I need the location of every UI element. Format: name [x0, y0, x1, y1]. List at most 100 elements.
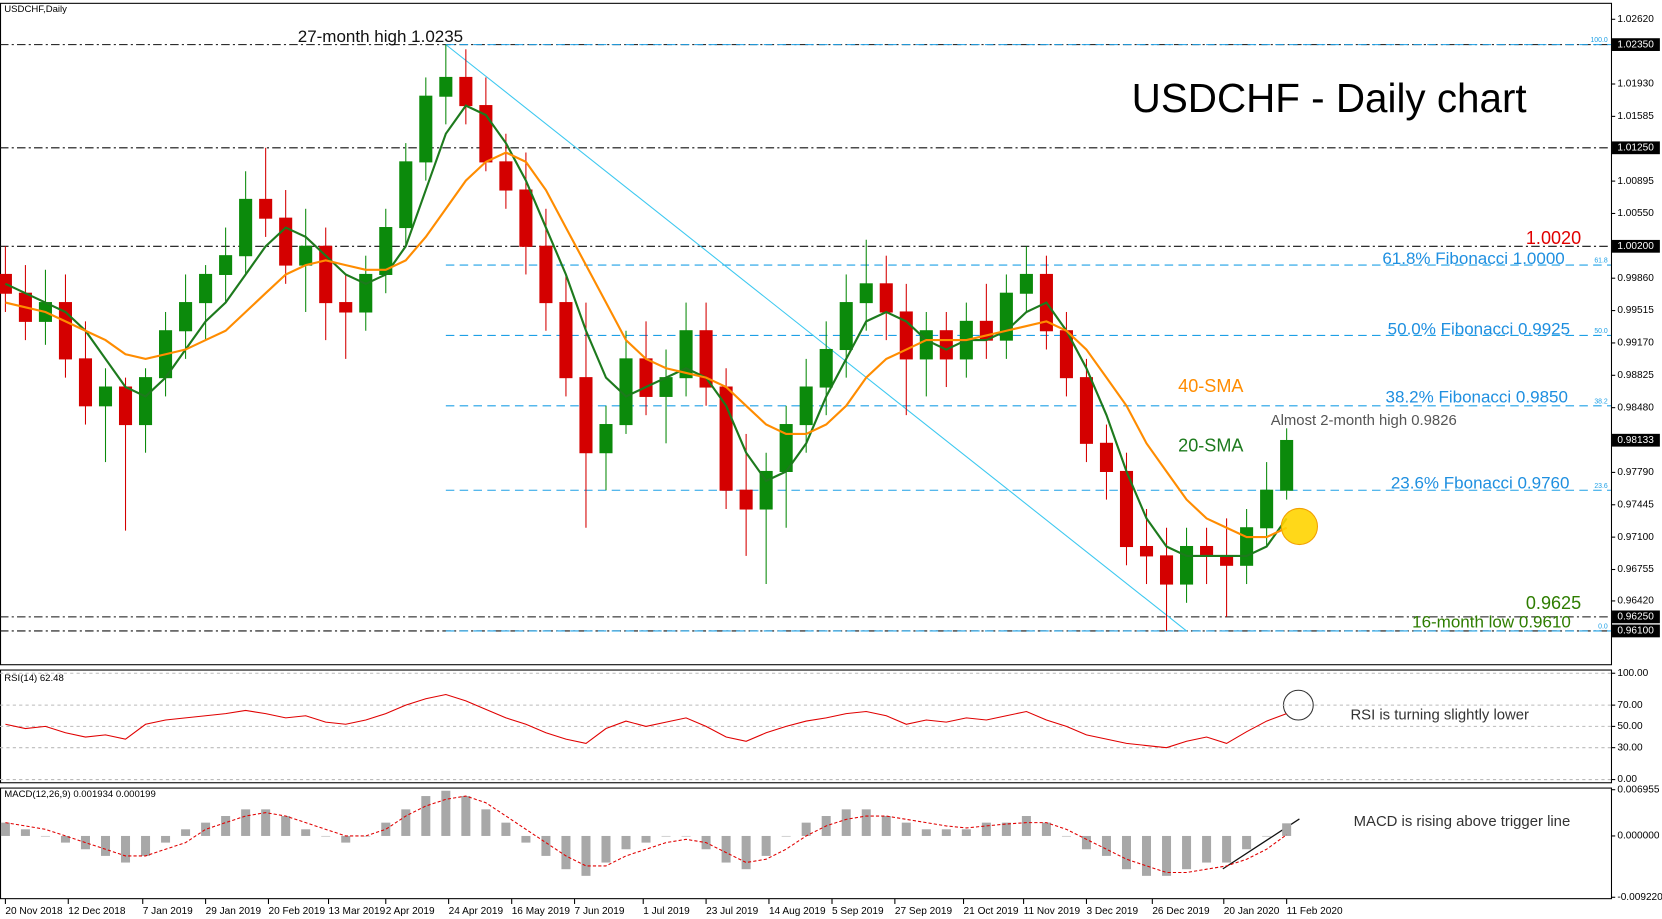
y-tick-label: 0.99170 — [1617, 338, 1654, 349]
annotation: 61.8% Fibonacci 1.0000 — [1382, 249, 1564, 268]
macd-bar — [841, 809, 851, 836]
candle-body — [1139, 545, 1154, 557]
candle-body — [699, 330, 713, 388]
x-tick-label: 1 Jul 2019 — [643, 906, 690, 917]
annotation: Almost 2-month high 0.9826 — [1271, 413, 1457, 429]
price-marker-label: 1.00200 — [1617, 241, 1654, 252]
candle-body — [879, 283, 893, 313]
fib-level-label: 23.6 — [1594, 483, 1608, 490]
y-tick-label: 0.97790 — [1617, 467, 1654, 478]
y-tick-label: 0.97100 — [1617, 532, 1654, 543]
candle-body — [179, 302, 193, 332]
macd-bar — [341, 835, 351, 843]
macd-bar — [1001, 822, 1011, 836]
candle-body — [799, 386, 813, 426]
candle-body — [579, 377, 593, 454]
price-marker-label: 1.01250 — [1617, 142, 1654, 153]
macd-bar — [581, 835, 591, 876]
macd-bar — [1182, 835, 1192, 870]
price-marker-label: 0.96250 — [1617, 612, 1654, 623]
candle-body — [259, 198, 273, 219]
candle-body — [1240, 527, 1254, 566]
macd-bar — [20, 829, 30, 836]
candle-body — [679, 330, 693, 379]
annotation: 50.0% Fibonacci 0.9925 — [1388, 319, 1570, 338]
candle-body — [118, 386, 133, 426]
candle-body — [859, 283, 873, 304]
price-marker-box — [1612, 433, 1660, 447]
macd-bar — [921, 829, 931, 836]
macd-bar — [141, 835, 151, 856]
y-tick-label: 0.006955 — [1617, 784, 1659, 795]
candle-body — [139, 377, 153, 426]
macd-bar — [1202, 835, 1212, 863]
candle-body — [1280, 439, 1294, 491]
y-tick-label: 1.00895 — [1617, 176, 1654, 187]
candle-body — [559, 302, 573, 379]
y-tick-label: 1.01585 — [1617, 111, 1654, 122]
candle-body — [199, 273, 213, 304]
macd-bar — [861, 809, 871, 836]
y-tick-label: 0.98480 — [1617, 402, 1654, 413]
series-label: 40-SMA — [1178, 376, 1244, 396]
macd-bar — [161, 835, 171, 843]
x-tick-label: 13 Mar 2019 — [329, 906, 386, 917]
macd-bar — [201, 822, 211, 836]
macd-bar — [1021, 816, 1031, 836]
macd-bar — [421, 796, 431, 836]
y-tick-label: 0.98825 — [1617, 370, 1654, 381]
macd-bar — [781, 835, 791, 837]
y-tick-label: 0.96420 — [1617, 596, 1654, 607]
macd-bar — [1242, 835, 1252, 850]
y-tick-label: 50.00 — [1617, 721, 1643, 732]
x-tick-label: 27 Sep 2019 — [895, 906, 953, 917]
x-tick-label: 5 Sep 2019 — [832, 906, 884, 917]
macd-title: MACD(12,26,9) 0.001934 0.000199 — [4, 789, 156, 800]
candle-body — [539, 245, 553, 304]
candle-body — [939, 330, 953, 360]
candle-body — [819, 348, 833, 388]
macd-bar — [100, 835, 111, 856]
macd-bar — [461, 796, 471, 836]
candle-body — [279, 217, 293, 266]
macd-bar — [401, 809, 411, 836]
macd-bar — [1121, 835, 1131, 870]
x-tick-label: 20 Feb 2019 — [268, 906, 325, 917]
macd-bar — [721, 835, 731, 863]
macd-bar — [561, 835, 571, 870]
macd-bar — [381, 822, 391, 836]
candle-body — [459, 76, 473, 107]
trendline — [445, 44, 1187, 632]
macd-bar — [1061, 835, 1071, 837]
price-marker-label: 0.96100 — [1617, 626, 1654, 637]
candle-body — [1220, 555, 1234, 566]
x-tick-label: 26 Dec 2019 — [1152, 906, 1210, 917]
macd-bar — [1282, 823, 1292, 836]
x-tick-label: 12 Dec 2018 — [68, 906, 126, 917]
x-tick-label: 24 Apr 2019 — [449, 906, 504, 917]
x-tick-label: 3 Dec 2019 — [1086, 906, 1138, 917]
y-tick-label: 1.01930 — [1617, 79, 1654, 90]
x-tick-label: 14 Aug 2019 — [769, 906, 826, 917]
macd-bar — [1081, 835, 1091, 850]
annotation: 1.0020 — [1526, 228, 1581, 248]
annotation: 27-month high 1.0235 — [298, 27, 463, 46]
symbol-header: USDCHF,Daily — [4, 4, 67, 15]
candle-body — [1180, 545, 1194, 585]
candle-body — [639, 358, 653, 397]
candle-body — [759, 470, 773, 510]
macd-bar — [60, 835, 70, 843]
y-tick-label: 0.99860 — [1617, 273, 1654, 284]
y-tick-label: 0.99515 — [1617, 305, 1654, 316]
candle-body — [299, 245, 313, 266]
macd-bar — [941, 829, 951, 836]
price-marker-box — [1612, 38, 1660, 51]
candle-body — [339, 302, 353, 313]
moving-average — [4, 104, 1288, 558]
macd-bar — [1101, 835, 1111, 856]
macd-bar — [301, 829, 311, 836]
candle-body — [1079, 377, 1093, 444]
candle-body — [1019, 273, 1033, 294]
annotation: 16-month low 0.9610 — [1412, 613, 1571, 632]
